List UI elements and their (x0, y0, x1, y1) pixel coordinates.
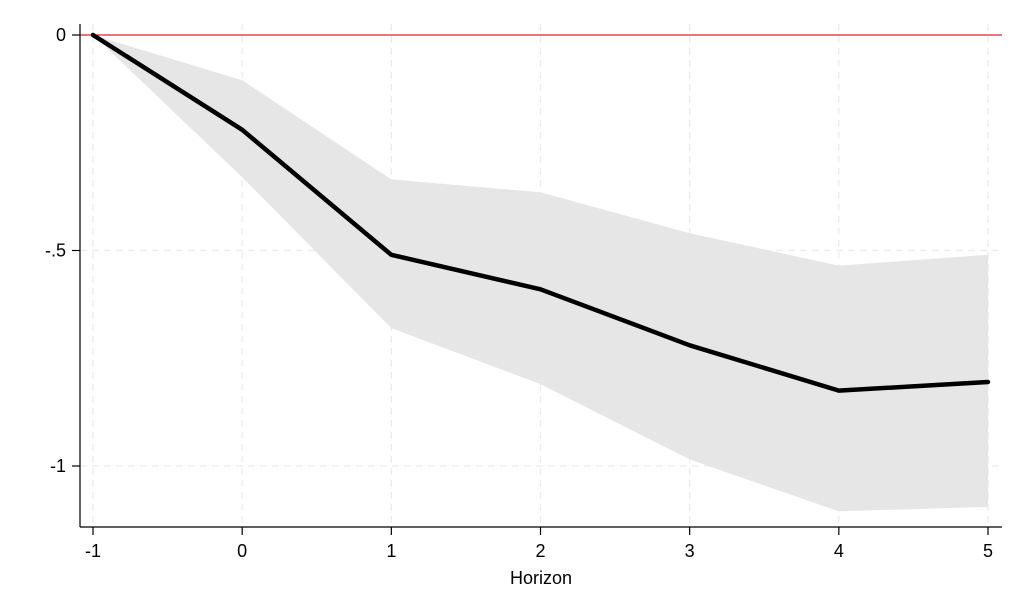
x-tick-label: 3 (685, 541, 695, 561)
x-axis-ticks: -1 0 1 2 3 4 5 (85, 527, 993, 561)
x-tick-label: 1 (386, 541, 396, 561)
x-axis-title: Horizon (510, 568, 572, 588)
y-axis-ticks: 0 -.5 -1 (45, 25, 80, 476)
confidence-band (93, 35, 988, 512)
y-tick-label: -1 (50, 456, 66, 476)
x-tick-label: 4 (834, 541, 844, 561)
confidence-band-layer (93, 35, 988, 512)
x-tick-label: 0 (237, 541, 247, 561)
y-tick-label: -.5 (45, 241, 66, 261)
x-tick-label: 2 (535, 541, 545, 561)
y-tick-label: 0 (56, 25, 66, 45)
x-tick-label: 5 (983, 541, 993, 561)
series-line-layer (90, 32, 991, 393)
x-tick-label: -1 (85, 541, 101, 561)
